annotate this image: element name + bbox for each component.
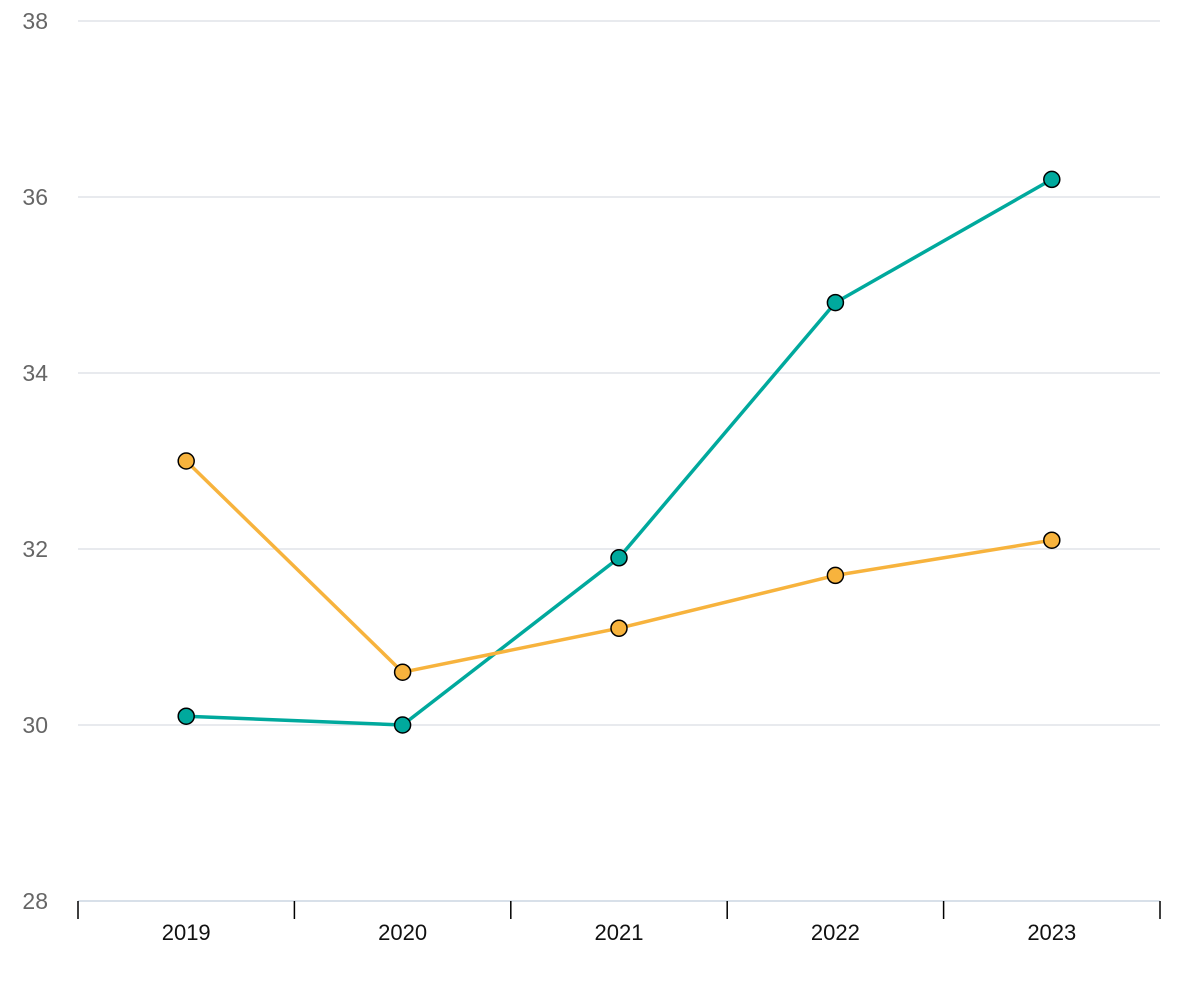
series-0 <box>177 170 1061 734</box>
series-0-point-2022[interactable] <box>826 293 845 312</box>
x-tick-label-2021: 2021 <box>595 920 644 945</box>
series-0-point-2019[interactable] <box>177 707 195 725</box>
series-1 <box>177 452 1061 681</box>
x-tick-label-2019: 2019 <box>162 920 211 945</box>
series-1-point-2019[interactable] <box>177 452 195 470</box>
series-0-point-2020[interactable] <box>393 716 412 734</box>
x-axis-tick-labels: 2019 2020 2021 2022 2023 <box>162 920 1077 945</box>
series-0-point-2023[interactable] <box>1043 170 1061 189</box>
y-tick-label-32: 32 <box>22 536 48 562</box>
series-group <box>177 170 1061 734</box>
x-tick-label-2022: 2022 <box>811 920 860 945</box>
x-axis <box>77 900 1161 919</box>
y-tick-label-30: 30 <box>22 712 48 738</box>
y-tick-label-28: 28 <box>22 888 48 914</box>
series-1-point-2021[interactable] <box>610 619 628 637</box>
gridlines <box>78 20 1160 726</box>
series-line-1 <box>184 459 1054 674</box>
series-1-point-2022[interactable] <box>826 566 845 585</box>
x-tick-label-2023: 2023 <box>1027 920 1076 945</box>
y-axis-tick-labels: 28 30 32 34 36 38 <box>22 8 48 914</box>
series-1-point-2020[interactable] <box>393 663 412 681</box>
series-line-0 <box>184 177 1054 727</box>
series-1-point-2023[interactable] <box>1043 531 1061 549</box>
series-0-point-2021[interactable] <box>610 549 628 567</box>
y-tick-label-38: 38 <box>22 8 48 34</box>
y-tick-label-34: 34 <box>22 360 48 386</box>
x-tick-label-2020: 2020 <box>378 920 427 945</box>
y-tick-label-36: 36 <box>22 184 48 210</box>
